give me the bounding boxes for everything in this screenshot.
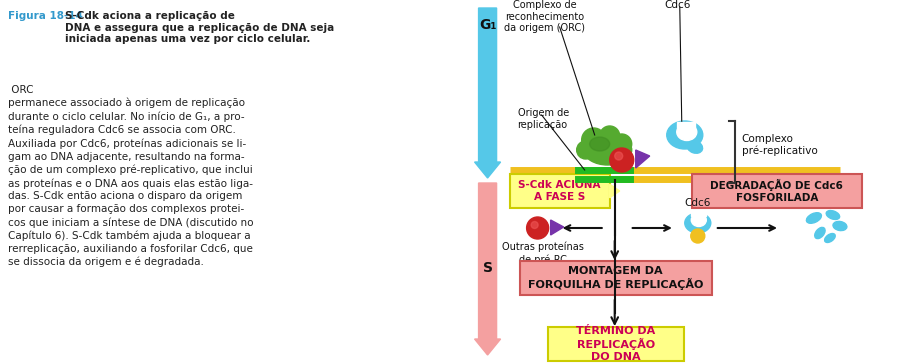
Text: P: P xyxy=(694,232,701,241)
Ellipse shape xyxy=(687,141,703,153)
FancyArrow shape xyxy=(475,183,501,355)
Text: MONTAGEM DA
FORQUILHA DE REPLICAÇÃO: MONTAGEM DA FORQUILHA DE REPLICAÇÃO xyxy=(528,266,703,290)
Polygon shape xyxy=(610,184,620,198)
Ellipse shape xyxy=(692,213,706,227)
Ellipse shape xyxy=(667,121,703,149)
Ellipse shape xyxy=(684,213,711,233)
Text: S-Cdk aciona a replicação de
DNA e assegura que a replicação de DNA seja
iniciad: S-Cdk aciona a replicação de DNA e asseg… xyxy=(65,11,334,44)
Circle shape xyxy=(615,152,622,160)
Circle shape xyxy=(691,229,704,243)
Ellipse shape xyxy=(824,233,835,242)
Text: ORC
permanece associado à origem de replicação
durante o ciclo celular. No iníci: ORC permanece associado à origem de repl… xyxy=(8,85,254,268)
Text: Complexo
pré-replicativo: Complexo pré-replicativo xyxy=(742,134,817,156)
Circle shape xyxy=(600,126,620,146)
Text: DEGRADAÇÃO DE Cdc6
FOSFORILADA: DEGRADAÇÃO DE Cdc6 FOSFORILADA xyxy=(711,179,844,203)
Circle shape xyxy=(531,221,538,228)
Text: S: S xyxy=(482,261,492,275)
Text: Cdc6: Cdc6 xyxy=(664,0,691,10)
Ellipse shape xyxy=(826,211,840,220)
Polygon shape xyxy=(636,150,650,168)
Circle shape xyxy=(527,217,549,239)
Circle shape xyxy=(612,134,632,154)
Ellipse shape xyxy=(677,123,697,140)
Ellipse shape xyxy=(833,221,847,231)
Ellipse shape xyxy=(590,137,610,151)
Circle shape xyxy=(581,128,606,152)
Polygon shape xyxy=(551,220,563,235)
FancyBboxPatch shape xyxy=(520,261,712,295)
Bar xyxy=(691,211,706,216)
Ellipse shape xyxy=(806,213,822,223)
Circle shape xyxy=(610,148,633,172)
FancyBboxPatch shape xyxy=(510,174,610,208)
FancyArrow shape xyxy=(475,8,501,178)
Text: Outras proteínas
de pré-RC: Outras proteínas de pré-RC xyxy=(501,242,583,265)
Circle shape xyxy=(577,141,595,159)
Text: Figura 18-14: Figura 18-14 xyxy=(8,11,83,21)
Text: Origem de
replicação: Origem de replicação xyxy=(518,108,569,130)
Bar xyxy=(677,122,695,128)
Text: G₁: G₁ xyxy=(479,18,496,32)
FancyBboxPatch shape xyxy=(548,327,683,361)
Text: Cdc6: Cdc6 xyxy=(684,198,711,208)
FancyBboxPatch shape xyxy=(692,174,862,208)
Text: Complexo de
reconhecimento
da origem (ORC): Complexo de reconhecimento da origem (OR… xyxy=(504,0,585,33)
Text: S-Cdk ACIONA
A FASE S: S-Cdk ACIONA A FASE S xyxy=(519,180,601,202)
Ellipse shape xyxy=(814,227,825,238)
Ellipse shape xyxy=(583,135,632,165)
Text: TÉRMINO DA
REPLICAÇÃO
DO DNA: TÉRMINO DA REPLICAÇÃO DO DNA xyxy=(576,326,655,362)
